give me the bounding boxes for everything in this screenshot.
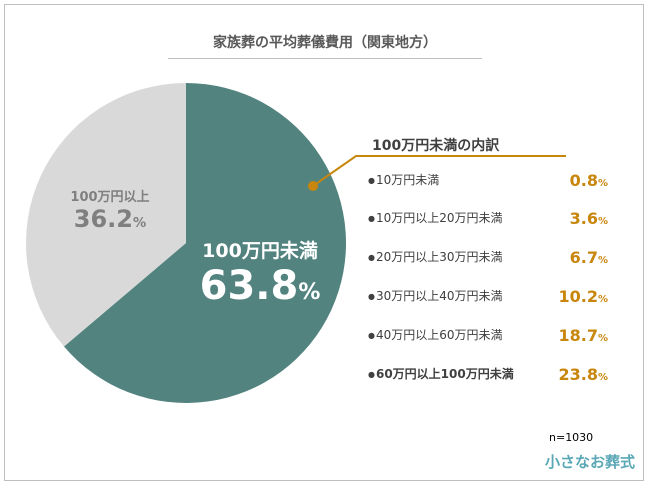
title-underline	[168, 58, 482, 59]
callout-leader-dot	[308, 181, 318, 191]
bullet-icon: ●	[368, 331, 375, 340]
breakdown-row: ●10万円未満 0.8%	[368, 168, 608, 190]
breakdown-row-label: ●10万円未満	[368, 173, 440, 187]
breakdown-row-label: ●10万円以上20万円未満	[368, 211, 503, 225]
breakdown-row-label: ●60万円以上100万円未満	[368, 367, 514, 381]
breakdown-row-label: ●20万円以上30万円未満	[368, 250, 503, 264]
chart-title: 家族葬の平均葬儀費用（関東地方）	[213, 35, 437, 51]
breakdown-row-value: 23.8%	[558, 365, 608, 384]
slice-label-value: 36.2%	[73, 205, 147, 233]
breakdown-row: ●40万円以上60万円未満 18.7%	[368, 323, 608, 345]
slice-label-over-100man: 100万円以上 36.2%	[50, 186, 170, 233]
sample-size-label: n=1030	[549, 431, 594, 444]
breakdown-row-value: 18.7%	[558, 326, 608, 345]
breakdown-row: ●20万円以上30万円未満 6.7%	[368, 245, 608, 267]
bullet-icon: ●	[368, 370, 375, 379]
breakdown-title: 100万円未満の内訳	[372, 138, 500, 154]
slice-label-text: 100万円未満	[202, 240, 318, 262]
breakdown-row: ●30万円以上40万円未満 10.2%	[368, 284, 608, 306]
slice-label-under-100man: 100万円未満 63.8%	[180, 236, 340, 309]
pie-slice-over-100man	[26, 82, 187, 347]
bullet-icon: ●	[368, 214, 375, 223]
bullet-icon: ●	[368, 292, 375, 301]
breakdown-row: ●60万円以上100万円未満 23.8%	[368, 362, 608, 384]
breakdown-row-value: 3.6%	[569, 209, 608, 228]
slice-label-value: 63.8%	[199, 263, 321, 309]
slice-label-text: 100万円以上	[70, 190, 150, 205]
brand-logo: 小さなお葬式	[545, 453, 636, 471]
breakdown-row-value: 6.7%	[569, 248, 608, 267]
bullet-icon: ●	[368, 176, 375, 185]
breakdown-row-label: ●30万円以上40万円未満	[368, 289, 503, 303]
pie-slice-under-100man	[64, 83, 346, 403]
breakdown-row-label: ●40万円以上60万円未満	[368, 328, 503, 342]
callout-leader-line	[312, 155, 566, 187]
bullet-icon: ●	[368, 253, 375, 262]
breakdown-row: ●10万円以上20万円未満 3.6%	[368, 206, 608, 228]
breakdown-row-value: 0.8%	[569, 171, 608, 190]
breakdown-row-value: 10.2%	[558, 287, 608, 306]
